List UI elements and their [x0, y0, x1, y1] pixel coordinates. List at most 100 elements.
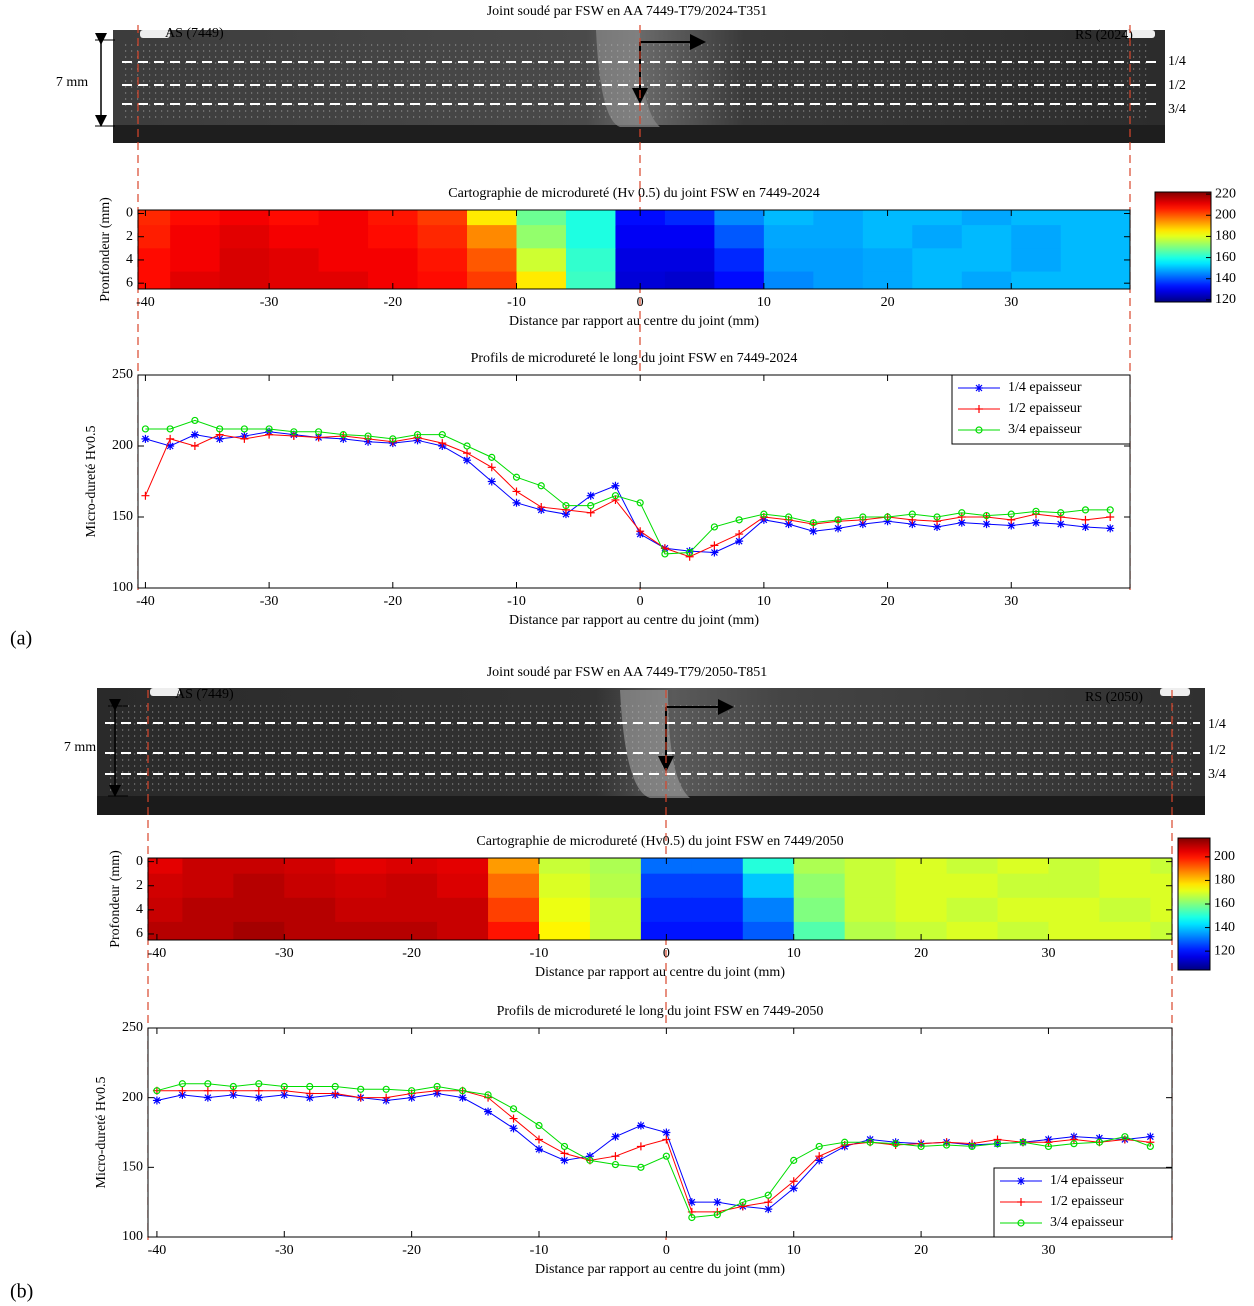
y-axis-label: Micro-dureté Hv0.5	[84, 426, 99, 538]
marker	[487, 477, 496, 486]
heatmap-cell	[1011, 225, 1062, 249]
heatmap-cell	[219, 210, 270, 226]
heatmap-cell	[233, 921, 285, 940]
marker	[784, 520, 793, 529]
marker	[1007, 521, 1016, 530]
heatmap-cell	[763, 271, 814, 289]
marker	[968, 1142, 976, 1151]
marker	[1081, 522, 1090, 531]
x-tick-label: -20	[383, 295, 402, 310]
heatmap-cell	[233, 873, 285, 899]
heatmap-cell	[763, 210, 814, 226]
marker	[438, 439, 447, 448]
heatmap-cell	[219, 225, 270, 249]
marker	[957, 513, 966, 521]
marker	[908, 520, 917, 529]
marker	[254, 1093, 263, 1102]
x-tick-label: 30	[1004, 295, 1018, 310]
heatmap-cell	[946, 897, 999, 923]
marker	[815, 1142, 823, 1151]
legend-marker	[1017, 1177, 1025, 1185]
heatmap-cell	[335, 873, 387, 899]
marker	[858, 520, 867, 529]
heatmap-cell	[318, 225, 369, 249]
marker	[713, 1198, 722, 1207]
marker	[1069, 1135, 1078, 1144]
heatmap-cell	[813, 248, 864, 273]
marker	[438, 431, 446, 439]
marker	[686, 548, 694, 557]
x-tick-label: 10	[787, 946, 801, 961]
heatmap-cell	[516, 271, 567, 289]
marker	[661, 550, 669, 558]
marker	[611, 492, 620, 500]
heatmap-cell	[368, 271, 419, 289]
heatmap-cell	[615, 271, 666, 289]
marker	[560, 1149, 569, 1158]
marker	[191, 416, 199, 425]
heatmap-cell	[862, 210, 913, 226]
legend-marker	[1017, 1219, 1025, 1227]
marker	[1032, 507, 1040, 515]
heatmap-cell	[437, 873, 489, 899]
marker	[178, 1090, 187, 1099]
heatmap-cell	[565, 225, 616, 249]
marker	[713, 1211, 721, 1219]
heatmap-cell	[961, 225, 1012, 249]
x-tick-label: -10	[530, 1243, 549, 1258]
heatmap-cell	[368, 248, 419, 273]
y-axis-label: Micro-dureté Hv0.5	[94, 1077, 109, 1189]
y-axis-label: Profondeur (mm)	[108, 850, 123, 948]
heatmap-cell	[691, 897, 744, 923]
heatmap-cell	[1150, 897, 1172, 923]
marker	[1070, 1140, 1078, 1148]
heatmap-cell	[691, 921, 744, 940]
rs-label: RS (2024)	[1075, 28, 1133, 43]
marker	[710, 523, 718, 531]
heatmap-cell	[1060, 225, 1111, 249]
heatmap-cell	[844, 873, 897, 899]
x-axis-label: Distance par rapport au centre du joint …	[509, 314, 759, 329]
heatmap-cell	[946, 921, 999, 940]
heatmap-cell	[1150, 873, 1172, 899]
heatmap-cell	[269, 210, 320, 226]
series-line	[145, 431, 1111, 554]
marker	[957, 518, 966, 527]
y-tick-label: 2	[136, 878, 143, 893]
heatmap-cell	[895, 921, 948, 940]
heatmap-cell	[1110, 210, 1130, 226]
colorbar-tick-label: 160	[1214, 896, 1235, 911]
heatmap-cell	[691, 873, 744, 899]
marker	[314, 428, 323, 436]
heatmap-cell	[793, 921, 846, 940]
heatmap-cell	[437, 897, 489, 923]
series-line	[144, 434, 1111, 558]
marker	[408, 1087, 416, 1095]
legend-label: 1/4 epaisseur	[1008, 380, 1082, 395]
heatmap-cell	[467, 210, 517, 226]
heatmap-cell	[714, 210, 765, 226]
legend-marker	[975, 384, 983, 392]
as-label: AS (7449)	[165, 26, 224, 41]
marker	[1081, 506, 1090, 514]
heatmap-cell	[895, 873, 948, 899]
marker	[1106, 513, 1115, 521]
marker	[611, 1152, 620, 1161]
marker	[982, 520, 991, 529]
marker	[611, 481, 620, 490]
colorbar-tick-label: 140	[1214, 920, 1235, 935]
heatmap-cell	[284, 921, 336, 940]
marker	[463, 456, 472, 465]
marker	[764, 1191, 772, 1199]
colorbar-tick-label: 200	[1215, 207, 1236, 222]
macrograph-title: Joint soudé par FSW en AA 7449-T79/2050-…	[487, 665, 768, 680]
heatmap-cell	[664, 271, 715, 289]
marker	[560, 1142, 569, 1151]
marker	[463, 449, 472, 458]
x-tick-label: 10	[757, 594, 771, 609]
plot-frame	[137, 374, 1131, 589]
y-tick-label: 150	[122, 1160, 143, 1175]
y-tick-label: 6	[126, 275, 133, 290]
marker	[229, 1090, 238, 1099]
